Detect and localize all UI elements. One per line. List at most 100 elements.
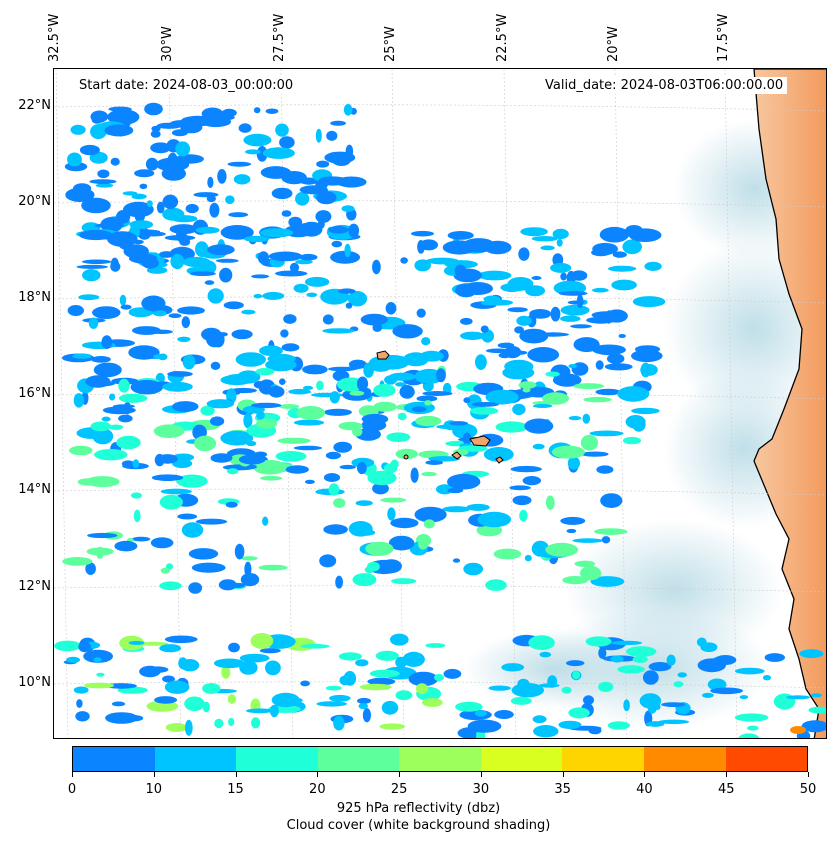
reflectivity-cell xyxy=(532,443,545,450)
reflectivity-cell xyxy=(399,385,415,399)
colorbar-segment xyxy=(399,747,481,771)
reflectivity-cell xyxy=(215,258,239,263)
reflectivity-cell xyxy=(185,203,199,214)
reflectivity-cell xyxy=(210,416,225,427)
reflectivity-cell xyxy=(581,451,609,457)
reflectivity-cell xyxy=(94,449,128,461)
reflectivity-cell xyxy=(253,294,263,299)
latitude-label: 10°N xyxy=(18,675,51,690)
reflectivity-cell xyxy=(338,421,363,431)
reflectivity-cell xyxy=(256,418,277,429)
reflectivity-cell xyxy=(176,474,208,488)
reflectivity-cell xyxy=(580,565,602,581)
reflectivity-cell xyxy=(245,149,261,155)
reflectivity-cell xyxy=(310,392,344,398)
reflectivity-cell xyxy=(85,562,96,575)
reflectivity-cell xyxy=(447,473,481,490)
reflectivity-cell xyxy=(631,349,663,363)
reflectivity-cell xyxy=(184,696,205,712)
reflectivity-cell xyxy=(335,575,343,589)
reflectivity-cell xyxy=(138,641,169,646)
reflectivity-cell xyxy=(139,183,148,189)
reflectivity-cell xyxy=(227,694,237,704)
reflectivity-cell xyxy=(485,389,519,405)
reflectivity-cell xyxy=(504,346,522,359)
reflectivity-cell xyxy=(391,578,417,585)
reflectivity-cell xyxy=(325,451,341,460)
reflectivity-cell xyxy=(70,124,86,135)
reflectivity-cell xyxy=(507,277,534,291)
reflectivity-cell xyxy=(545,542,579,557)
reflectivity-cell xyxy=(265,358,297,372)
reflectivity-cell xyxy=(463,562,484,576)
reflectivity-cell xyxy=(88,317,99,329)
reflectivity-cell xyxy=(355,659,369,667)
reflectivity-cell xyxy=(299,185,328,195)
colorbar-tick-label: 35 xyxy=(554,782,571,797)
reflectivity-cell xyxy=(341,205,355,213)
reflectivity-cell xyxy=(494,710,514,719)
reflectivity-cell xyxy=(258,564,288,571)
reflectivity-cell xyxy=(422,391,453,396)
reflectivity-cell xyxy=(279,136,295,149)
reflectivity-cell xyxy=(618,334,626,338)
reflectivity-cell xyxy=(648,662,672,672)
colorbar-segment xyxy=(643,747,726,771)
colorbar xyxy=(72,746,808,772)
reflectivity-cell xyxy=(592,344,626,356)
reflectivity-cell xyxy=(66,656,80,663)
reflectivity-cell xyxy=(153,424,185,439)
reflectivity-cell xyxy=(423,519,435,529)
colorbar-segment xyxy=(562,747,644,771)
reflectivity-cell xyxy=(623,699,630,712)
reflectivity-cell xyxy=(241,556,258,561)
reflectivity-cell xyxy=(281,210,292,217)
reflectivity-cell xyxy=(528,635,555,651)
reflectivity-cell xyxy=(488,685,511,691)
reflectivity-cell xyxy=(551,445,585,459)
reflectivity-cell xyxy=(218,579,237,591)
reflectivity-cell xyxy=(589,430,624,437)
reflectivity-cell xyxy=(714,655,737,665)
reflectivity-cell xyxy=(801,720,826,733)
reflectivity-cell xyxy=(281,343,300,352)
reflectivity-cell xyxy=(416,308,426,318)
reflectivity-cell xyxy=(95,183,114,188)
reflectivity-cell xyxy=(545,495,555,510)
reflectivity-cell xyxy=(295,259,313,265)
reflectivity-cell xyxy=(518,381,537,389)
reflectivity-cell xyxy=(365,541,394,556)
land-africa xyxy=(753,69,826,738)
reflectivity-cell xyxy=(72,183,92,194)
reflectivity-cell xyxy=(156,122,182,129)
reflectivity-cell xyxy=(81,197,111,214)
reflectivity-cell xyxy=(696,637,707,647)
reflectivity-cell xyxy=(373,401,397,412)
reflectivity-cell xyxy=(250,633,274,649)
reflectivity-cell xyxy=(632,656,648,663)
reflectivity-cell xyxy=(78,641,91,653)
reflectivity-cell xyxy=(611,279,637,291)
reflectivity-cell xyxy=(54,640,82,652)
reflectivity-cell xyxy=(673,681,684,688)
reflectivity-cell xyxy=(153,354,165,359)
reflectivity-cell xyxy=(131,193,147,200)
reflectivity-cell xyxy=(184,719,193,736)
reflectivity-cell xyxy=(206,399,235,409)
reflectivity-cell xyxy=(201,107,224,120)
reflectivity-cell xyxy=(285,465,309,474)
reflectivity-cell xyxy=(128,345,160,360)
reflectivity-cell xyxy=(240,573,260,587)
reflectivity-cell xyxy=(162,675,175,683)
reflectivity-cell xyxy=(501,663,525,672)
reflectivity-cell xyxy=(357,697,371,704)
reflectivity-cell xyxy=(233,174,251,185)
reflectivity-cell xyxy=(362,708,371,723)
reflectivity-cell xyxy=(182,354,196,370)
reflectivity-cell xyxy=(326,130,338,141)
reflectivity-cell xyxy=(256,146,268,162)
cape-verde-islands xyxy=(376,350,504,464)
reflectivity-cell xyxy=(133,509,141,523)
reflectivity-cell xyxy=(90,421,112,432)
reflectivity-cell xyxy=(157,454,178,464)
